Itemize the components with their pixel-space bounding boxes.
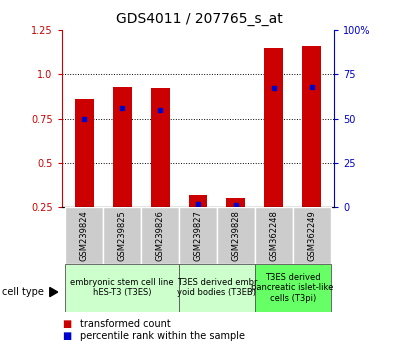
Text: GSM239828: GSM239828: [231, 210, 240, 261]
Text: GSM239826: GSM239826: [156, 210, 165, 261]
Text: ■: ■: [62, 331, 71, 341]
Bar: [293, 207, 330, 264]
Text: ■: ■: [62, 319, 71, 329]
Bar: [151, 88, 170, 207]
Bar: [113, 87, 132, 207]
Text: T3ES derived
pancreatic islet-like
cells (T3pi): T3ES derived pancreatic islet-like cells…: [252, 273, 334, 303]
Text: GSM239824: GSM239824: [80, 210, 89, 261]
Bar: [66, 207, 103, 264]
Bar: [255, 264, 330, 312]
Bar: [75, 99, 94, 207]
Bar: [179, 207, 217, 264]
Text: GDS4011 / 207765_s_at: GDS4011 / 207765_s_at: [116, 12, 282, 27]
Text: T3ES derived embr
yoid bodies (T3EB): T3ES derived embr yoid bodies (T3EB): [177, 278, 257, 297]
Bar: [66, 264, 179, 312]
Text: embryonic stem cell line
hES-T3 (T3ES): embryonic stem cell line hES-T3 (T3ES): [70, 278, 174, 297]
Bar: [302, 46, 321, 207]
Bar: [255, 207, 293, 264]
Text: GSM362249: GSM362249: [307, 210, 316, 261]
Bar: [103, 207, 141, 264]
Bar: [141, 207, 179, 264]
Text: GSM239827: GSM239827: [193, 210, 203, 261]
Bar: [179, 264, 255, 312]
Text: GSM239825: GSM239825: [118, 210, 127, 261]
Text: percentile rank within the sample: percentile rank within the sample: [80, 331, 245, 341]
Bar: [189, 195, 207, 207]
Polygon shape: [50, 287, 58, 297]
Text: GSM362248: GSM362248: [269, 210, 278, 261]
Text: transformed count: transformed count: [80, 319, 170, 329]
Bar: [217, 207, 255, 264]
Bar: [264, 48, 283, 207]
Bar: [226, 198, 245, 207]
Text: cell type: cell type: [2, 287, 44, 297]
